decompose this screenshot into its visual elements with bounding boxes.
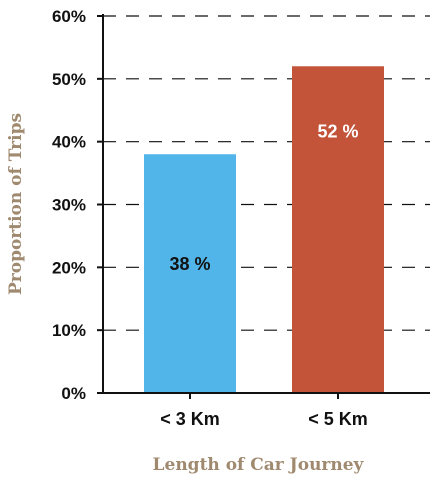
- y-axis-title: Proportion of Trips: [6, 113, 26, 295]
- x-axis-title: Length of Car Journey: [153, 455, 365, 475]
- x-tick-label: < 3 Km: [160, 409, 220, 429]
- y-tick-label: 30%: [52, 196, 86, 215]
- y-tick-label: 20%: [52, 258, 86, 277]
- bar-data-label: 52 %: [317, 122, 358, 142]
- x-tick-label: < 5 Km: [308, 409, 368, 429]
- y-tick-label: 0%: [61, 384, 86, 403]
- y-tick-label: 40%: [52, 133, 86, 152]
- y-tick-label: 50%: [52, 70, 86, 89]
- bar: [292, 66, 384, 394]
- labels: 0% 10% 20% 30% 40% 50% 60% 38 % < 3 Km 52 % < 5 Km: [52, 7, 368, 429]
- bars: [144, 66, 384, 394]
- axes: [97, 14, 430, 399]
- bar: [144, 154, 236, 393]
- y-tick-label: 60%: [52, 7, 86, 26]
- y-tick-label: 10%: [52, 321, 86, 340]
- bar-data-label: 38 %: [169, 254, 210, 274]
